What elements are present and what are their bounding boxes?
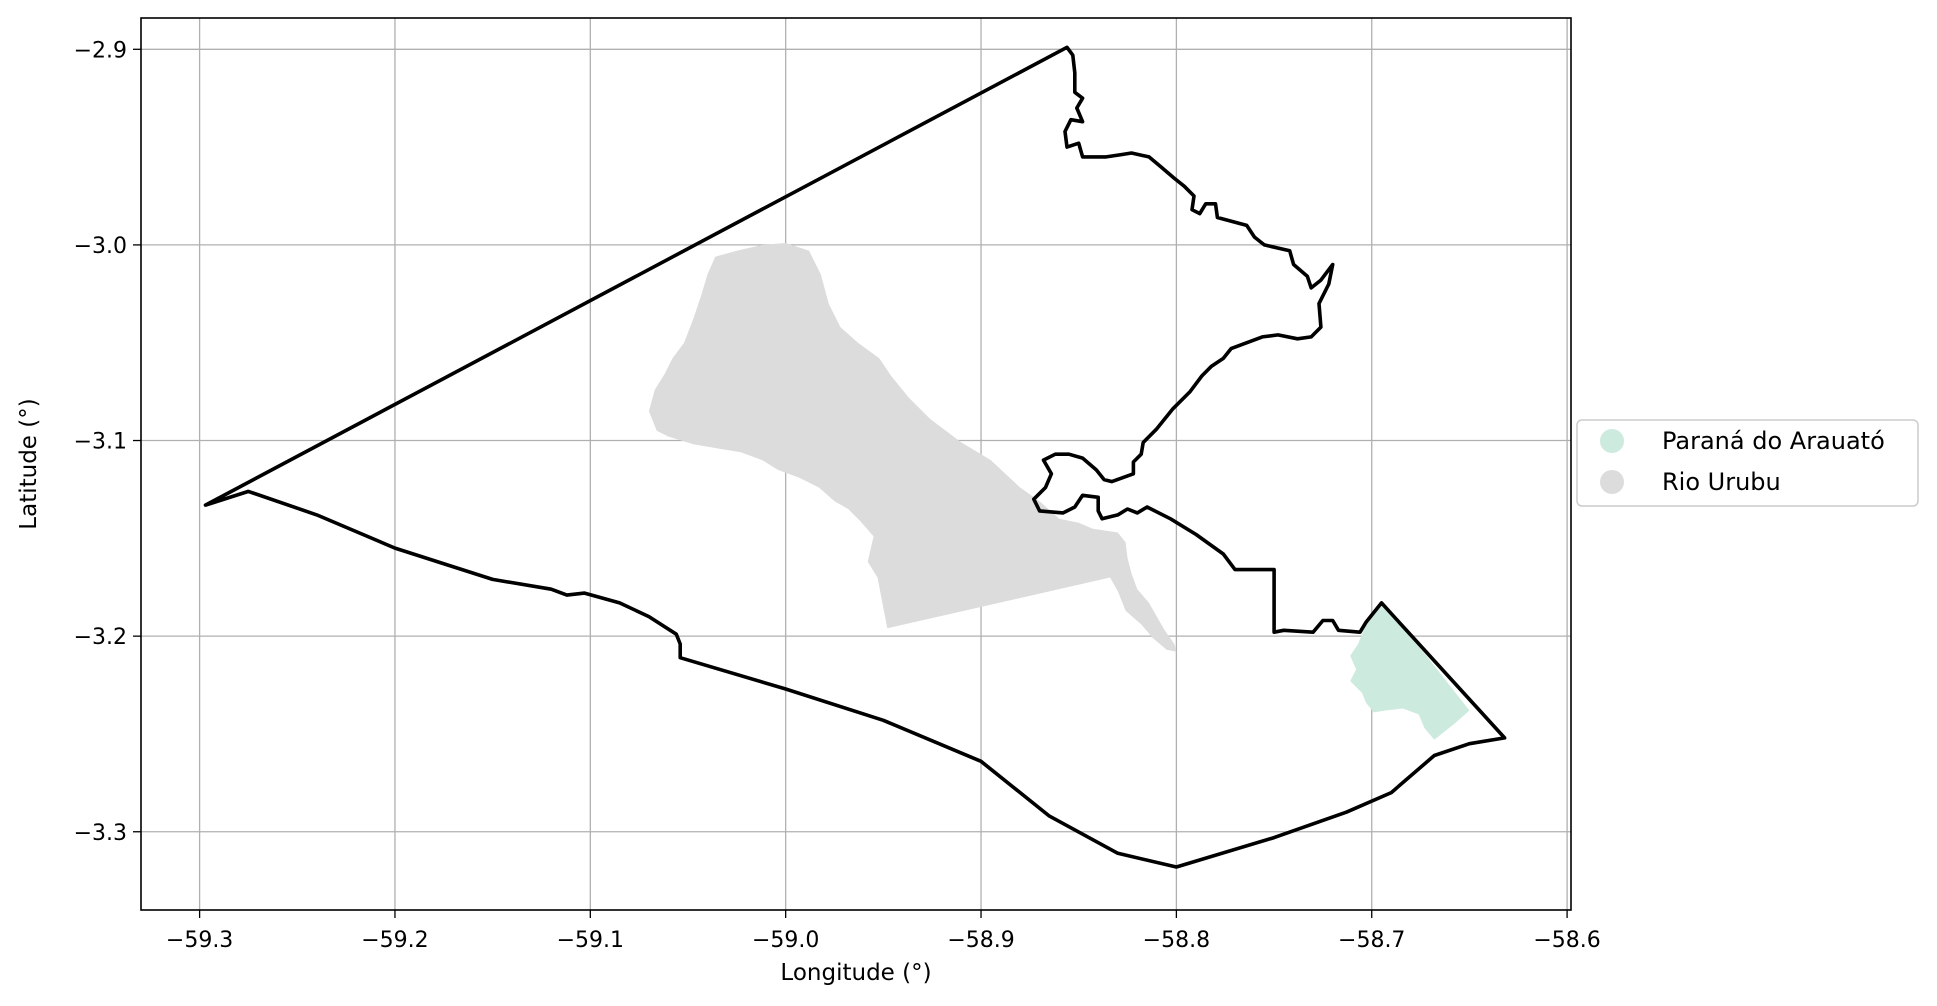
x-tick-label: −59.1 (557, 928, 624, 953)
regions-layer (648, 243, 1470, 740)
boundary-layer (203, 45, 1507, 869)
region-polygon (648, 243, 1177, 652)
y-tick-label: −3.0 (74, 234, 127, 259)
legend: Paraná do Arauató Rio Urubu (1576, 419, 1919, 507)
x-tick-label: −58.7 (1338, 928, 1405, 953)
legend-item: Rio Urubu (1600, 468, 1781, 496)
legend-label: Rio Urubu (1662, 468, 1781, 496)
x-axis-ticks: −59.3 −59.2 −59.1 −59.0 −58.9 −58.8 −58.7 −58.6 (166, 910, 1601, 953)
municipality-boundary (203, 45, 1507, 869)
plot-area-frame (140, 17, 1572, 911)
legend-label: Paraná do Arauató (1662, 427, 1885, 455)
y-tick-label: −3.1 (74, 430, 127, 455)
x-tick-label: −58.9 (947, 928, 1014, 953)
x-tick-label: −59.0 (752, 928, 819, 953)
legend-box (1576, 419, 1919, 507)
y-tick-label: −3.2 (74, 625, 127, 650)
x-tick-label: −58.6 (1533, 928, 1600, 953)
x-axis-label: Longitude (°) (780, 960, 931, 986)
y-axis-ticks: −2.9 −3.0 −3.1 −3.2 −3.3 (74, 38, 141, 846)
legend-marker (1600, 470, 1624, 494)
y-tick-label: −2.9 (74, 38, 127, 63)
x-tick-label: −58.8 (1143, 928, 1210, 953)
y-tick-label: −3.3 (74, 821, 127, 846)
y-axis-label: Latitude (°) (16, 398, 42, 529)
legend-item: Paraná do Arauató (1600, 427, 1885, 455)
region-polygon (1350, 602, 1470, 740)
x-tick-label: −59.3 (166, 928, 233, 953)
legend-marker (1600, 429, 1624, 453)
x-tick-label: −59.2 (361, 928, 428, 953)
